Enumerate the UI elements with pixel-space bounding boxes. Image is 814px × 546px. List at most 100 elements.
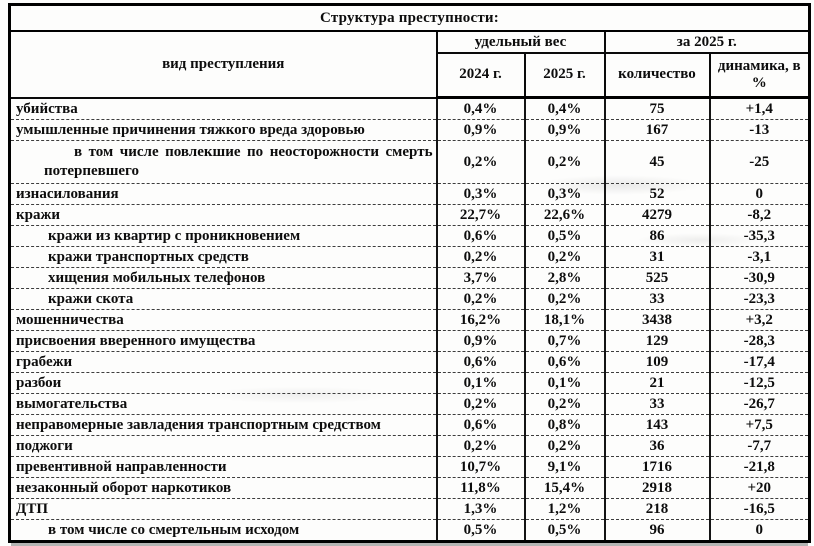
dynamics-cell: +7,5 [708,414,811,436]
share-2025-cell: 0,1% [523,372,606,394]
header-group-row: вид преступления удельный вес за 2025 г. [8,30,811,99]
column-header-count: количество [603,52,711,99]
dynamics-cell: -17,4 [708,351,811,373]
table-row: кражи скота 0,2% 0,2% 33 -23,3 [8,288,811,310]
count-cell: 4279 [603,204,711,226]
dynamics-cell: -26,7 [708,393,811,415]
table-row: неправомерные завладения транспортным ср… [8,414,811,436]
crime-type-cell: мошенничества [8,309,438,331]
crime-type-cell: грабежи [8,351,438,373]
share-2024-cell: 0,5% [435,519,526,542]
dynamics-cell: 0 [708,519,811,542]
share-2024-cell: 1,3% [435,498,526,520]
table-title: Структура преступности: [9,4,810,32]
table-row: поджоги 0,2% 0,2% 36 -7,7 [8,435,811,457]
share-2025-cell: 0,6% [523,351,606,373]
share-2024-cell: 0,2% [435,435,526,457]
share-2024-cell: 0,2% [435,246,526,268]
share-2025-cell: 0,2% [523,393,606,415]
count-cell: 21 [603,372,711,394]
dynamics-cell: -21,8 [708,456,811,478]
count-cell: 167 [603,119,711,141]
dynamics-cell: -28,3 [708,330,811,352]
share-2025-cell: 0,5% [523,225,606,247]
crime-type-cell: кражи скота [8,288,438,310]
crime-type-cell: присвоения вверенного имущества [8,330,438,352]
dynamics-cell: -3,1 [708,246,811,268]
share-2024-cell: 0,9% [435,119,526,141]
column-group-year-2025: за 2025 г. [603,30,811,54]
share-2025-cell: 0,2% [523,140,606,184]
table-row: вымогательства 0,2% 0,2% 33 -26,7 [8,393,811,415]
count-cell: 3438 [603,309,711,331]
share-2025-cell: 0,4% [523,97,606,120]
share-2024-cell: 0,2% [435,393,526,415]
crime-type-cell: в том числе повлекшие по неосторожности … [8,140,438,184]
dynamics-cell: +1,4 [708,97,811,120]
share-2025-cell: 22,6% [523,204,606,226]
dynamics-cell: -23,3 [708,288,811,310]
share-2024-cell: 0,2% [435,288,526,310]
crime-type-cell: кражи [8,204,438,226]
share-2024-cell: 0,2% [435,140,526,184]
share-2024-cell: 0,6% [435,351,526,373]
column-header-dynamics: динамика, в % [708,52,811,99]
share-2024-cell: 0,4% [435,97,526,120]
share-2024-cell: 0,1% [435,372,526,394]
count-cell: 52 [603,183,711,205]
share-2024-cell: 3,7% [435,267,526,289]
table-row: в том числе со смертельным исходом 0,5% 0,… [8,519,811,542]
count-cell: 96 [603,519,711,542]
table-row: кражи из квартир с проникновением 0,6% 0,5… [8,225,811,247]
dynamics-cell: -13 [708,119,811,141]
share-2025-cell: 18,1% [523,309,606,331]
count-cell: 36 [603,435,711,457]
table-row: ДТП 1,3% 1,2% 218 -16,5 [8,498,811,520]
crime-type-cell: разбои [8,372,438,394]
count-cell: 31 [603,246,711,268]
column-header-2025: 2025 г. [523,52,606,99]
table-row: хищения мобильных телефонов 3,7% 2,8% 525 -3… [8,267,811,289]
share-2024-cell: 0,6% [435,225,526,247]
crime-type-cell: изнасилования [8,183,438,205]
dynamics-cell: -30,9 [708,267,811,289]
count-cell: 33 [603,288,711,310]
table-body: убийства 0,4% 0,4% 75 +1,4 умышленные причине… [8,97,811,542]
table-row: изнасилования 0,3% 0,3% 52 0 [8,183,811,205]
share-2024-cell: 10,7% [435,456,526,478]
dynamics-cell: -16,5 [708,498,811,520]
table-row: превентивной направленности 10,7% 9,1% 1716… [8,456,811,478]
count-cell: 75 [603,97,711,120]
dynamics-cell: +3,2 [708,309,811,331]
count-cell: 143 [603,414,711,436]
count-cell: 45 [603,140,711,184]
table-row: кражи 22,7% 22,6% 4279 -8,2 [8,204,811,226]
count-cell: 525 [603,267,711,289]
column-header-crime-type: вид преступления [8,30,438,99]
share-2024-cell: 16,2% [435,309,526,331]
table-row: незаконный оборот наркотиков 11,8% 15,4% 29… [8,477,811,499]
crime-type-cell: кражи транспортных средств [8,246,438,268]
crime-type-cell: кражи из квартир с проникновением [8,225,438,247]
crime-type-cell: незаконный оборот наркотиков [8,477,438,499]
crime-type-cell: вымогательства [8,393,438,415]
table-header: Структура преступности: вид преступления… [8,4,811,99]
table-row: в том числе повлекшие по неосторожности … [8,140,811,184]
crime-type-cell: превентивной направленности [8,456,438,478]
share-2025-cell: 9,1% [523,456,606,478]
share-2024-cell: 0,9% [435,330,526,352]
crime-type-cell: хищения мобильных телефонов [8,267,438,289]
share-2025-cell: 0,7% [523,330,606,352]
share-2025-cell: 0,2% [523,288,606,310]
table-row: мошенничества 16,2% 18,1% 3438 +3,2 [8,309,811,331]
dynamics-cell: 0 [708,183,811,205]
crime-type-cell: умышленные причинения тяжкого вреда здор… [8,119,438,141]
count-cell: 2918 [603,477,711,499]
table-row: разбои 0,1% 0,1% 21 -12,5 [8,372,811,394]
dynamics-cell: +20 [708,477,811,499]
dynamics-cell: -12,5 [708,372,811,394]
share-2025-cell: 15,4% [523,477,606,499]
share-2025-cell: 0,2% [523,246,606,268]
crime-type-cell: убийства [8,97,438,120]
